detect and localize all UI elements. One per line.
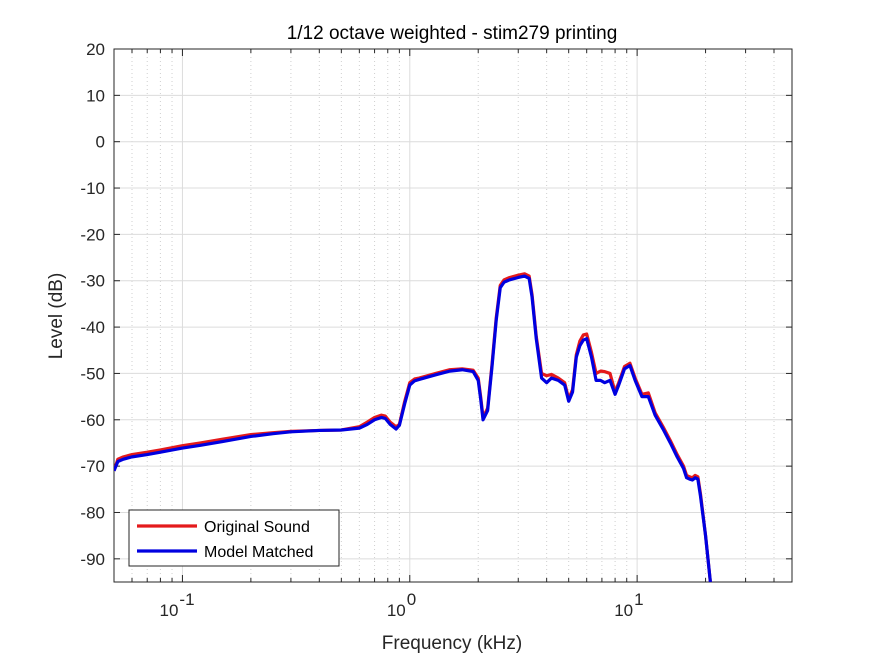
y-axis-label: Level (dB) — [46, 273, 67, 360]
y-tick-labels: 20 10 0 -10 -20 -30 -40 -50 -60 -70 -80 -90 — [80, 40, 105, 569]
y-tick-label: 10 — [86, 86, 105, 105]
x-axis-label: Frequency (kHz) — [382, 633, 522, 654]
y-tick-label: 20 — [86, 40, 105, 59]
y-tick-label: -20 — [80, 225, 105, 244]
chart-title: 1/12 octave weighted - stim279 printing — [287, 23, 618, 44]
x-tick-label: 10 — [160, 601, 179, 620]
x-tick-label: 10 — [614, 601, 633, 620]
y-tick-label: -40 — [80, 318, 105, 337]
y-tick-label: -90 — [80, 550, 105, 569]
y-tick-label: -30 — [80, 272, 105, 291]
y-tick-label: -10 — [80, 179, 105, 198]
legend-label: Model Matched — [204, 544, 313, 561]
x-tick-label-exponent: 1 — [634, 590, 643, 609]
x-tick-label-exponent: 0 — [407, 590, 416, 609]
y-tick-label: 0 — [96, 133, 105, 152]
grid — [114, 48, 792, 582]
y-tick-label: -80 — [80, 503, 105, 522]
series-line-2 — [114, 274, 712, 582]
legend-label: Original Sound — [204, 519, 310, 536]
x-tick-label: 10 — [387, 601, 406, 620]
legend: Original Sound Model Matched — [128, 509, 340, 567]
y-tick-label: -70 — [80, 457, 105, 476]
axes-box — [113, 48, 793, 583]
x-tick-label-exponent: -1 — [179, 590, 194, 609]
axes-frame — [113, 48, 793, 583]
series-layer — [114, 272, 712, 582]
legend-box — [128, 509, 340, 567]
y-tick-label: -60 — [80, 411, 105, 430]
y-tick-label: -50 — [80, 364, 105, 383]
